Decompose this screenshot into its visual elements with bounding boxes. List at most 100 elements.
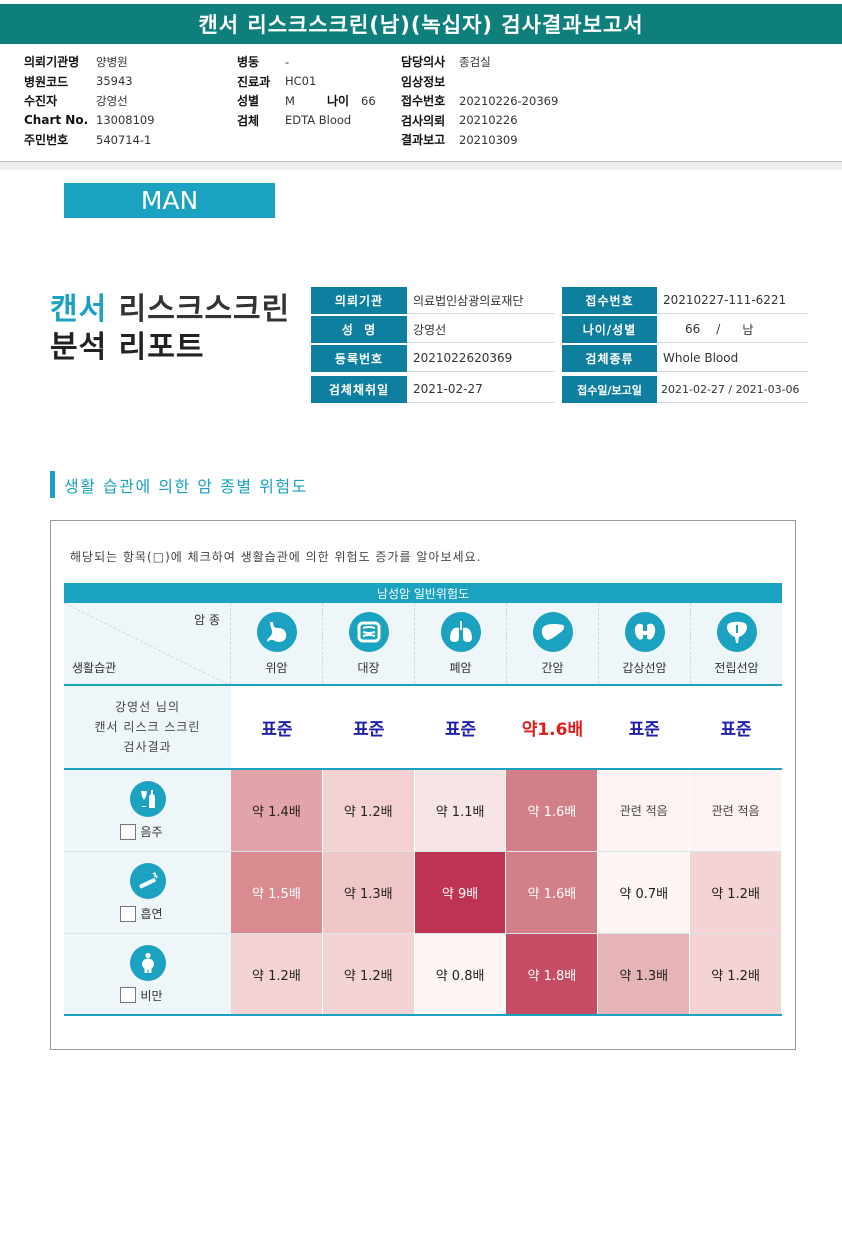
- cancer-name: 폐암: [449, 661, 472, 675]
- patient-info-header: 의뢰기관명 양병원 병원코드 35943 수진자 강영선 Chart No. 13008…: [0, 46, 842, 162]
- summary-row: 등록번호 2021022620369: [311, 345, 555, 372]
- gender-label-box: MAN: [64, 183, 275, 218]
- result-value: 표준: [261, 719, 293, 740]
- cancer-name: 전립선암: [714, 661, 759, 675]
- info-label: 성별: [237, 94, 260, 109]
- info-column-3: 담당의사 종검실 임상정보 접수번호 20210226-20369 검사의뢰 2021…: [401, 52, 558, 150]
- cancer-name: 위암: [265, 661, 288, 675]
- result-value: 표준: [720, 719, 752, 740]
- factor-checkbox-smoking[interactable]: 흡연: [120, 905, 163, 922]
- factor-label-cell: 흡연: [64, 852, 231, 933]
- info-value: HC01: [285, 74, 317, 89]
- section-heading: 생활 습관에 의한 암 종별 위험도: [50, 471, 308, 498]
- factor-checkbox-alcohol[interactable]: 음주: [120, 823, 163, 840]
- summary-row: 나이/성별 66 / 남: [562, 316, 808, 343]
- factor-row-smoking: 흡연 약 1.5배 약 1.3배 약 9배 약 1.6배 약 0.7배 약 1.…: [64, 852, 782, 934]
- info-label: 수진자: [24, 94, 58, 109]
- summary-label: 등록번호: [311, 345, 407, 372]
- checkbox-square[interactable]: [120, 905, 137, 922]
- result-value: 표준: [444, 719, 477, 740]
- info-value: 강영선: [96, 93, 128, 108]
- corner-cell: 암 종 생활습관: [64, 603, 231, 684]
- cancer-column-lung: 폐암: [415, 603, 507, 684]
- factor-name: 비만: [140, 988, 163, 1003]
- risk-cell: 약 1.6배: [506, 852, 599, 933]
- result-label-line: 검사결과: [123, 740, 172, 754]
- cancer-name: 대장: [357, 661, 380, 675]
- info-value: 66: [361, 93, 376, 108]
- info-label: 임상정보: [401, 74, 446, 89]
- sex-value: 남: [742, 322, 754, 337]
- risk-cell: 관련 적음: [598, 770, 691, 851]
- factor-checkbox-obesity[interactable]: 비만: [120, 987, 163, 1004]
- age-value: 66: [685, 322, 701, 336]
- summary-row: 의뢰기관 의료법인삼광의료재단: [311, 287, 555, 314]
- info-label: 결과보고: [401, 133, 446, 148]
- cancer-header-row: 암 종 생활습관 위암 대장 폐암: [64, 603, 782, 686]
- info-label: 병동: [237, 55, 260, 70]
- cancer-column-prostate: 전립선암: [691, 603, 782, 684]
- info-value: 종검실: [459, 54, 491, 69]
- summary-label: 성 명: [311, 316, 407, 343]
- result-value: 표준: [628, 719, 660, 740]
- summary-label: 접수일/보고일: [562, 376, 657, 403]
- thyroid-icon: [624, 612, 665, 652]
- instruction-text: 해당되는 항목(□)에 체크하여 생활습관에 의한 위험도 증가를 알아보세요.: [70, 550, 482, 564]
- summary-label: 의뢰기관: [311, 287, 407, 314]
- result-row-label: 강영선 님의 캔서 리스크 스크린 검사결과: [64, 686, 231, 768]
- info-value: 양병원: [96, 54, 128, 69]
- info-value: 20210309: [459, 132, 518, 147]
- cancer-column-colon: 대장: [323, 603, 415, 684]
- info-label: 검체: [237, 113, 260, 128]
- header-divider: [0, 161, 842, 170]
- intestine-icon: [348, 612, 389, 652]
- info-label: Chart No.: [24, 113, 89, 128]
- summary-label: 접수번호: [562, 287, 657, 314]
- summary-row: 검체종류 Whole Blood: [562, 345, 808, 372]
- info-label: 주민번호: [24, 133, 69, 148]
- summary-value: 2021022620369: [407, 345, 555, 372]
- summary-value: 2021-02-27 / 2021-03-06: [657, 376, 808, 403]
- info-value: 20210226-20369: [459, 93, 559, 108]
- alcohol-icon: [129, 781, 166, 817]
- summary-row: 성 명 강영선: [311, 316, 555, 343]
- corner-bottom-label: 생활습관: [72, 661, 117, 675]
- risk-cell: 약 0.7배: [598, 852, 691, 933]
- summary-value: 20210227-111-6221: [657, 287, 808, 314]
- summary-value: 의료법인삼광의료재단: [407, 287, 555, 314]
- title-rest: 리스크스크린: [107, 292, 291, 327]
- summary-row: 접수일/보고일 2021-02-27 / 2021-03-06: [562, 376, 808, 403]
- obesity-icon: [129, 944, 166, 981]
- cancer-column-liver: 간암: [507, 603, 599, 684]
- summary-value: 강영선: [407, 316, 555, 343]
- info-label: 담당의사: [401, 55, 446, 70]
- risk-cell: 약 1.2배: [231, 934, 323, 1014]
- risk-cell: 약 1.3배: [598, 934, 691, 1014]
- info-value: 20210226: [459, 113, 518, 128]
- risk-cell: 약 9배: [414, 852, 507, 933]
- risk-cell: 관련 적음: [690, 770, 782, 851]
- cancer-name: 갑상선암: [622, 661, 667, 675]
- info-column-1: 의뢰기관명 양병원 병원코드 35943 수진자 강영선 Chart No. 13008…: [24, 52, 155, 150]
- risk-cell: 약 1.2배: [322, 770, 415, 851]
- cancer-column-stomach: 위암: [231, 603, 323, 684]
- checkbox-square[interactable]: [120, 823, 137, 840]
- risk-panel: 해당되는 항목(□)에 체크하여 생활습관에 의한 위험도 증가를 알아보세요.…: [50, 520, 796, 1050]
- risk-cell: 약 1.1배: [414, 770, 507, 851]
- title-line2: 분석 리포트: [50, 330, 205, 365]
- factor-label-cell: 비만: [64, 934, 231, 1014]
- checkbox-square[interactable]: [120, 987, 137, 1003]
- risk-cell: 약 1.6배: [506, 770, 599, 851]
- lungs-icon: [440, 612, 481, 652]
- info-value: 35943: [96, 74, 133, 89]
- risk-cell: 약 1.3배: [322, 852, 415, 933]
- info-value: M: [285, 93, 295, 108]
- title-accent: 캔서: [50, 292, 108, 327]
- info-label: 접수번호: [401, 94, 446, 109]
- risk-cell: 약 1.2배: [322, 934, 415, 1014]
- summary-label: 나이/성별: [562, 316, 657, 343]
- factor-row-alcohol: 음주 약 1.4배 약 1.2배 약 1.1배 약 1.6배 관련 적음 관련 …: [64, 770, 782, 852]
- result-value-high: 약1.6배: [521, 719, 584, 740]
- info-label: 검사의뢰: [401, 113, 446, 128]
- report-title: 캔서 리스크스크린(남)(녹십자) 검사결과보고서: [0, 4, 842, 44]
